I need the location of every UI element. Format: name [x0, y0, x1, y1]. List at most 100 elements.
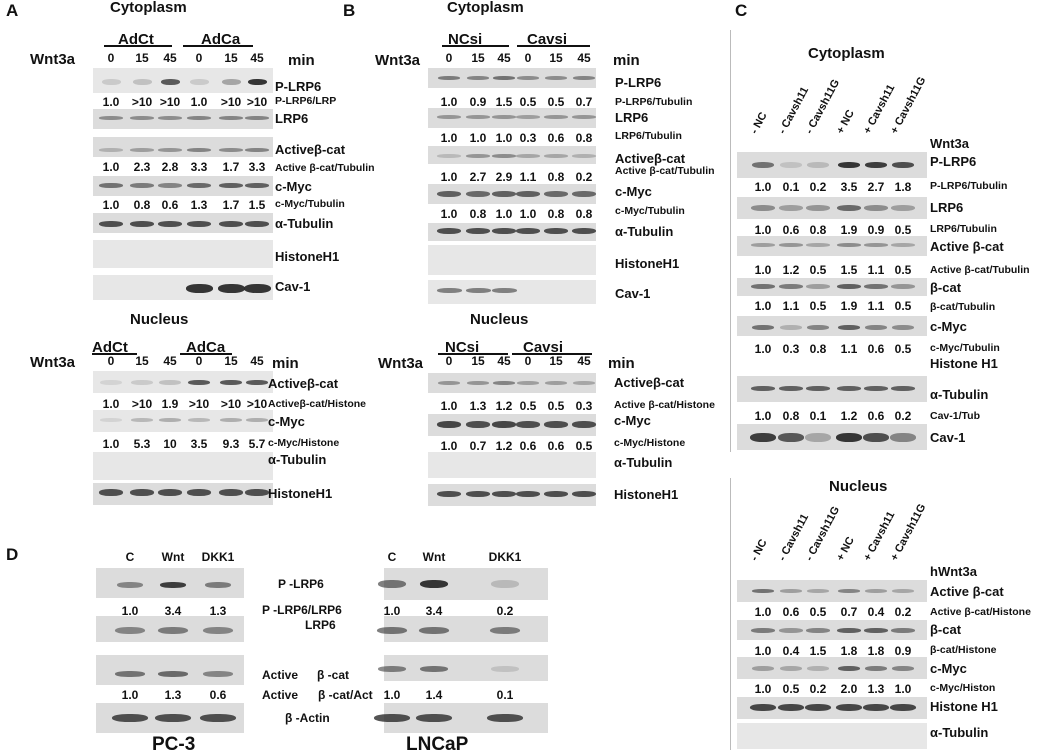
time-label: 0	[524, 51, 532, 65]
quant-value: 3.3	[190, 160, 208, 174]
blot-band	[203, 671, 233, 677]
quant-value: 0.3	[782, 342, 800, 356]
quant-value: 1.0	[440, 399, 458, 413]
cell-line-label: PC-3	[152, 734, 196, 755]
quant-value: 0.8	[575, 131, 593, 145]
quant-label: Active β-cat/Tubulin	[930, 264, 1030, 276]
blot-lrp6	[93, 109, 273, 129]
blot-band	[437, 154, 461, 158]
blot-band	[572, 491, 596, 497]
treatment-label: Wnt3a	[930, 136, 969, 151]
quant-value: 1.1	[519, 170, 537, 184]
blot-active-bcat	[737, 236, 927, 256]
blot-band	[806, 243, 830, 247]
blot-band	[864, 283, 888, 289]
unit-label: min	[608, 355, 635, 372]
blot-band	[517, 381, 539, 385]
quant-value: 1.0	[102, 198, 120, 212]
time-label: 15	[471, 354, 485, 368]
time-label: 45	[163, 51, 177, 65]
unit-label: min	[288, 52, 315, 69]
section-title: Nucleus	[829, 478, 888, 495]
blot-band	[205, 582, 231, 588]
blot-band	[807, 589, 829, 593]
treatment-label: Wnt3a	[378, 355, 423, 372]
blot-band	[487, 714, 523, 722]
quant-value: >10	[131, 95, 153, 109]
time-label: 0	[445, 354, 453, 368]
quant-value: 0.2	[496, 604, 514, 618]
quant-value: 0.9	[469, 95, 487, 109]
quant-value: 1.0	[102, 160, 120, 174]
quant-value: 0.2	[809, 180, 827, 194]
blot-band	[245, 148, 269, 152]
quant-value: 0.1	[809, 409, 827, 423]
blot-band	[837, 243, 861, 247]
blot-band	[864, 627, 888, 633]
blot-active-bcat	[93, 371, 273, 393]
blot-band	[160, 582, 186, 588]
quant-value: 0.5	[547, 399, 565, 413]
group-underline	[512, 353, 592, 355]
row-label: LRP6	[305, 618, 336, 632]
blot-band	[779, 627, 803, 633]
blot-band	[572, 191, 596, 197]
lane-header: Wnt	[161, 550, 185, 564]
blot-c-myc	[93, 410, 273, 432]
group-underline	[438, 353, 508, 355]
quant-value: 1.2	[495, 399, 513, 413]
blot-band	[99, 488, 123, 496]
quant-value: 1.0	[754, 644, 772, 658]
blot-band	[490, 626, 520, 634]
quant-value: 1.0	[754, 342, 772, 356]
treatment-label: hWnt3a	[930, 564, 977, 579]
group-underline	[442, 45, 509, 47]
blot-band	[467, 381, 489, 385]
quant-value: 0.2	[894, 605, 912, 619]
quant-value: 1.5	[809, 644, 827, 658]
blot-band	[466, 491, 490, 497]
lane-label: - NC	[748, 110, 770, 136]
blot-band	[188, 418, 210, 422]
blot-band	[187, 148, 211, 152]
blot-band	[892, 665, 914, 671]
quant-value: 2.0	[840, 682, 858, 696]
blot-band	[115, 626, 145, 634]
quant-label: Active β-cat/Tubulin	[615, 165, 715, 177]
quant-value: 0.6	[547, 439, 565, 453]
row-label: HistoneH1	[615, 256, 680, 271]
quant-label: c-Myc/Tubulin	[930, 342, 1000, 354]
time-label: 15	[224, 354, 238, 368]
quant-value: 0.5	[809, 605, 827, 619]
blot-band	[219, 221, 243, 227]
blot-band	[838, 162, 860, 168]
blot-band	[217, 283, 245, 293]
blot-band	[466, 420, 490, 428]
quant-label: P-LRP6/Tubulin	[930, 180, 1008, 192]
quant-value: 0.5	[519, 95, 537, 109]
blot-band	[752, 162, 774, 168]
quant-value: 0.5	[894, 342, 912, 356]
row-label: Cav-1	[275, 279, 311, 294]
blot-band	[188, 379, 210, 385]
quant-value: 1.3	[190, 198, 208, 212]
blot-band	[544, 191, 568, 197]
blot-band	[130, 116, 154, 120]
blot-band	[751, 283, 775, 289]
quant-value: 0.5	[894, 299, 912, 313]
blot-band	[572, 154, 596, 158]
blot-band	[187, 488, 211, 496]
blot-band	[420, 666, 448, 672]
blot-band	[780, 324, 802, 330]
quant-value: 0.8	[809, 342, 827, 356]
quant-label: β-cat/Histone	[930, 644, 997, 656]
quant-value: 1.0	[121, 604, 139, 618]
blot-band	[221, 79, 241, 85]
time-label: 15	[549, 354, 563, 368]
blot-band	[200, 714, 236, 722]
blot-band	[493, 381, 515, 385]
blot-band	[491, 580, 519, 588]
blot-c-myc	[737, 657, 927, 679]
blot-band	[516, 491, 540, 497]
blot-bcat	[737, 278, 927, 296]
